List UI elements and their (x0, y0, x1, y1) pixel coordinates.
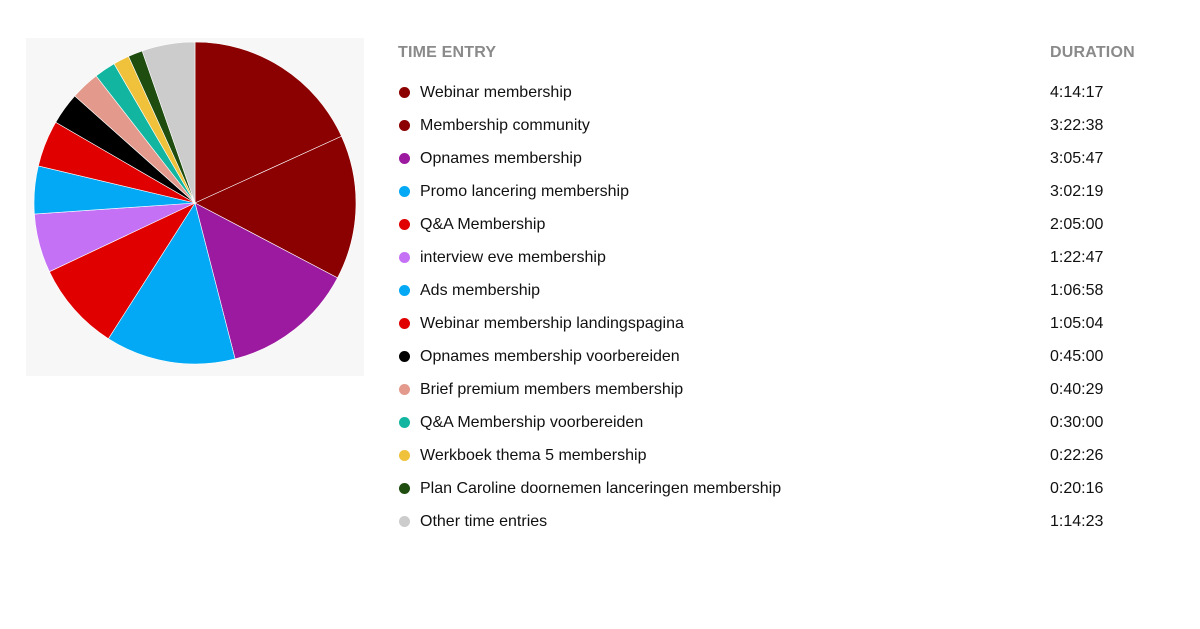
time-entry-label: Werkboek thema 5 membership (420, 447, 647, 464)
time-entry-duration: 4:14:17 (1050, 84, 1104, 101)
legend-color-dot-icon (399, 219, 410, 230)
legend-color-dot-icon (399, 516, 410, 527)
legend-color-dot-icon (399, 87, 410, 98)
legend-color-dot-icon (399, 384, 410, 395)
time-entry-duration: 1:06:58 (1050, 282, 1104, 299)
time-entry-duration: 0:40:29 (1050, 381, 1104, 398)
time-entry-duration: 1:14:23 (1050, 513, 1104, 530)
time-entry-label: interview eve membership (420, 249, 606, 266)
legend-list: Webinar membership 4:14:17 Membership comm… (398, 76, 1158, 538)
legend-color-dot-icon (399, 417, 410, 428)
pie-slice[interactable] (194, 135, 357, 279)
legend-row[interactable]: Promo lancering membership 3:02:19 (398, 175, 1158, 208)
legend-row[interactable]: Opnames membership 3:05:47 (398, 142, 1158, 175)
time-entry-label: Other time entries (420, 513, 548, 530)
duration-column-header: DURATION (1050, 44, 1135, 61)
legend-row[interactable]: Q&A Membership voorbereiden 0:30:00 (398, 406, 1158, 439)
legend-color-dot-icon (399, 186, 410, 197)
legend-row[interactable]: Ads membership 1:06:58 (398, 274, 1158, 307)
legend-color-dot-icon (399, 285, 410, 296)
time-entry-label: Promo lancering membership (420, 183, 629, 200)
time-entry-duration: 0:30:00 (1050, 414, 1104, 431)
time-entry-label: Q&A Membership voorbereiden (420, 414, 644, 431)
time-entry-label: Brief premium members membership (420, 381, 684, 398)
time-entry-label: Opnames membership (420, 150, 582, 167)
time-entry-duration: 1:05:04 (1050, 315, 1104, 332)
legend-row[interactable]: Membership community 3:22:38 (398, 109, 1158, 142)
time-entry-duration: 2:05:00 (1050, 216, 1104, 233)
legend-row[interactable]: Opnames membership voorbereiden 0:45:00 (398, 340, 1158, 373)
time-entry-duration: 0:45:00 (1050, 348, 1104, 365)
pie-slice[interactable] (194, 202, 338, 360)
time-entry-label: Webinar membership landingspagina (420, 315, 684, 332)
legend-row[interactable]: Werkboek thema 5 membership 0:22:26 (398, 439, 1158, 472)
pie-slice[interactable] (107, 202, 236, 365)
legend-row[interactable]: Webinar membership 4:14:17 (398, 76, 1158, 109)
legend-color-dot-icon (399, 153, 410, 164)
time-entry-label: Q&A Membership (420, 216, 546, 233)
legend-row[interactable]: Brief premium members membership 0:40:29 (398, 373, 1158, 406)
legend-color-dot-icon (399, 318, 410, 329)
legend-color-dot-icon (399, 450, 410, 461)
time-entry-duration: 1:22:47 (1050, 249, 1104, 266)
time-entry-duration: 3:02:19 (1050, 183, 1104, 200)
pie-chart (33, 41, 357, 365)
legend-row[interactable]: Other time entries 1:14:23 (398, 505, 1158, 538)
time-entry-duration: 0:22:26 (1050, 447, 1104, 464)
pie-slice[interactable] (141, 41, 196, 204)
time-entry-label: Plan Caroline doornemen lanceringen memb… (420, 480, 782, 497)
time-entry-label: Webinar membership (420, 84, 572, 101)
pie-slice[interactable] (194, 41, 342, 204)
pie-chart-area (26, 38, 364, 376)
time-entry-label: Opnames membership voorbereiden (420, 348, 680, 365)
legend-color-dot-icon (399, 483, 410, 494)
legend-row[interactable]: Q&A Membership 2:05:00 (398, 208, 1158, 241)
time-entry-label: Membership community (420, 117, 590, 134)
pie-slice[interactable] (48, 202, 196, 340)
legend-row[interactable]: Plan Caroline doornemen lanceringen memb… (398, 472, 1158, 505)
time-entry-duration: 3:05:47 (1050, 150, 1104, 167)
legend-row[interactable]: interview eve membership 1:22:47 (398, 241, 1158, 274)
legend-color-dot-icon (399, 252, 410, 263)
time-entry-label: Ads membership (420, 282, 541, 299)
legend-row[interactable]: Webinar membership landingspagina 1:05:04 (398, 307, 1158, 340)
time-entry-duration: 0:20:16 (1050, 480, 1104, 497)
legend-color-dot-icon (399, 351, 410, 362)
time-entry-column-header: TIME ENTRY (398, 44, 497, 61)
legend-color-dot-icon (399, 120, 410, 131)
time-entry-duration: 3:22:38 (1050, 117, 1104, 134)
